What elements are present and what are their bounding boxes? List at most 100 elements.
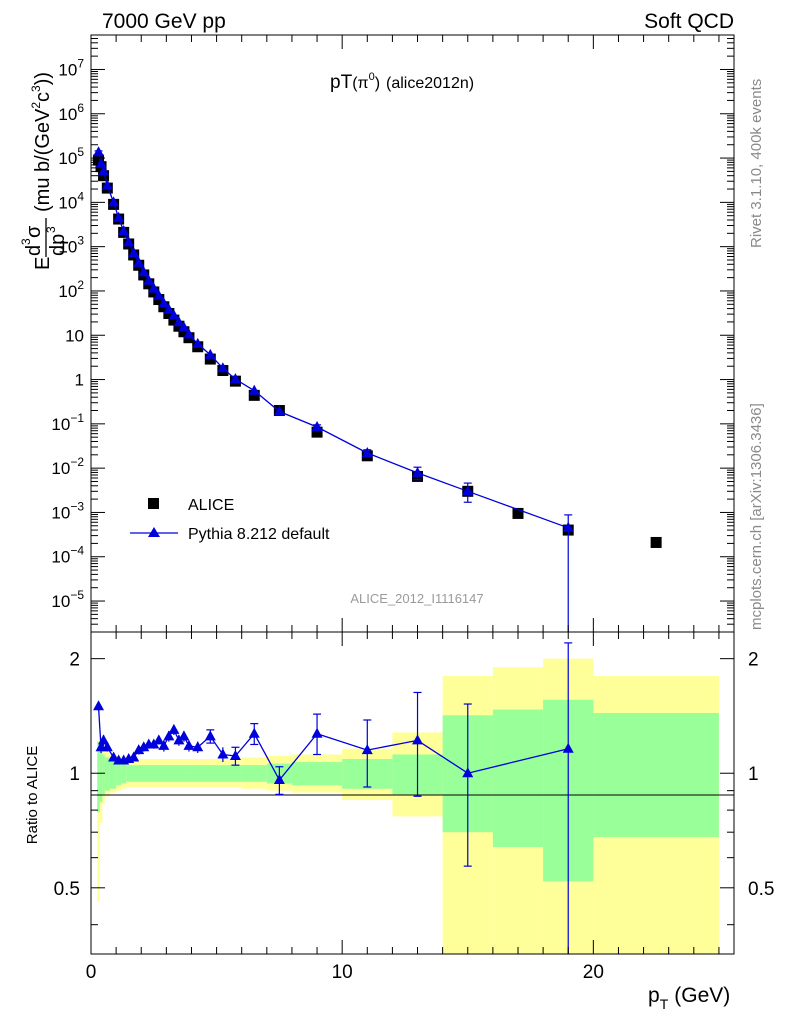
category-label: Soft QCD bbox=[644, 10, 734, 33]
band-inner bbox=[126, 765, 192, 782]
mc-point bbox=[158, 297, 170, 308]
ratio-point bbox=[178, 730, 190, 741]
ylabel-unit-close: )) bbox=[32, 72, 54, 85]
y-tick-label: 106 bbox=[58, 101, 84, 124]
mc-point bbox=[204, 348, 216, 359]
ratio-point bbox=[148, 738, 160, 749]
y-tick-label: 105 bbox=[58, 145, 84, 168]
ratio-point bbox=[101, 741, 113, 752]
ratio-data-layer bbox=[93, 642, 574, 954]
band-inner bbox=[102, 754, 105, 795]
mcplots-label: mcplots.cern.ch [arXiv:1306.3436] bbox=[748, 403, 765, 630]
y-tick-label: 10−3 bbox=[51, 499, 84, 522]
data-point bbox=[93, 154, 105, 166]
ratio-frame bbox=[90, 631, 735, 955]
y-tick-label: 102 bbox=[58, 278, 84, 301]
ratio-y-tick-label: 0.5 bbox=[54, 879, 80, 900]
band-inner bbox=[116, 762, 122, 786]
mc-point bbox=[98, 165, 110, 176]
mc-point bbox=[93, 146, 105, 157]
ratio-point bbox=[248, 727, 260, 738]
data-point bbox=[311, 426, 323, 438]
mc-point bbox=[95, 157, 107, 168]
legend-mc-marker bbox=[148, 527, 160, 537]
ratio-point bbox=[133, 744, 145, 755]
plot-title: pT(π0) (alice2012n) bbox=[330, 71, 474, 93]
ratio-y-tick-label-right: 0.5 bbox=[748, 879, 774, 900]
mc-point bbox=[273, 405, 285, 416]
band-outer bbox=[97, 740, 100, 902]
ylabel-num-sup: 3 bbox=[19, 238, 33, 245]
mc-point bbox=[217, 362, 229, 373]
main-axes: 10−5 10−4 10−3 10−2 10−1 1 10 102 103 104 105 106 10… bbox=[51, 34, 734, 633]
data-point bbox=[650, 536, 662, 548]
band-inner bbox=[492, 709, 544, 847]
ratio-point bbox=[128, 751, 140, 762]
mc-point bbox=[248, 384, 260, 395]
ratio-point bbox=[158, 739, 170, 750]
ylabel-num-d: d bbox=[23, 245, 45, 256]
mc-point bbox=[128, 246, 140, 257]
energy-label: 7000 GeV pp bbox=[102, 10, 226, 33]
ratio-point bbox=[163, 730, 175, 741]
main-data-layer bbox=[93, 146, 662, 632]
mc-point bbox=[229, 373, 241, 384]
mc-point bbox=[412, 466, 424, 477]
y-tick-label: 1 bbox=[75, 371, 84, 390]
title-sub: (π bbox=[352, 75, 368, 92]
ylabel-unit-sup3: 3 bbox=[29, 85, 43, 92]
y-tick-label: 10−2 bbox=[51, 455, 84, 478]
y-tick-label: 10−5 bbox=[51, 588, 84, 611]
ylabel-unit-open: (mu b/(GeV bbox=[32, 108, 54, 212]
x-tick-label: 0 bbox=[86, 962, 97, 983]
main-ylabel: E d 3 σ dp 3 (mu b/(GeV2c3)) bbox=[19, 72, 69, 270]
band-inner bbox=[104, 757, 110, 791]
mc-point bbox=[562, 521, 574, 532]
legend-mc-label: Pythia 8.212 default bbox=[188, 526, 330, 543]
y-tick-label: 10−1 bbox=[51, 411, 84, 434]
data-point bbox=[178, 326, 190, 338]
ylabel-unit: (mu b/(GeV2c3)) bbox=[29, 72, 54, 212]
ratio-point bbox=[361, 744, 373, 755]
main-panel: 10−5 10−4 10−3 10−2 10−1 1 10 102 103 104 105 106 10… bbox=[51, 34, 735, 633]
mc-point bbox=[361, 446, 373, 457]
ratio-point bbox=[412, 734, 424, 745]
mc-line bbox=[97, 152, 569, 529]
mc-point bbox=[143, 274, 155, 285]
rivet-label: Rivet 3.1.10, 400k events bbox=[748, 79, 765, 248]
ylabel-unit-c: c bbox=[32, 92, 54, 102]
y-tick-label: 104 bbox=[58, 189, 84, 212]
ratio-axes: 0 10 20 0.5 0.5 1 1 2 2 bbox=[54, 632, 774, 983]
legend-data-marker bbox=[148, 498, 159, 509]
band-inner bbox=[109, 758, 117, 789]
mc-point bbox=[113, 211, 125, 222]
mc-point bbox=[192, 337, 204, 348]
band-inner bbox=[191, 765, 242, 782]
mc-point bbox=[118, 225, 130, 236]
data-point bbox=[98, 170, 110, 182]
ratio-point bbox=[273, 773, 285, 784]
title-sup: 0 bbox=[369, 71, 375, 83]
ratio-point bbox=[311, 727, 323, 738]
ratio-point bbox=[229, 749, 241, 760]
ratio-y-tick-label-right: 1 bbox=[748, 764, 759, 785]
mc-point bbox=[133, 256, 145, 267]
mc-point bbox=[311, 420, 323, 431]
ratio-panel: 0 10 20 0.5 0.5 1 1 2 2 bbox=[54, 631, 774, 983]
mc-point bbox=[153, 289, 165, 300]
ratio-point bbox=[204, 730, 216, 741]
title-tag: (alice2012n) bbox=[386, 75, 474, 92]
ylabel-den-sup: 3 bbox=[44, 226, 58, 233]
data-point bbox=[248, 389, 260, 401]
ratio-bands bbox=[97, 658, 719, 954]
ratio-point bbox=[562, 742, 574, 753]
ratio-point bbox=[168, 723, 180, 734]
mc-point bbox=[178, 321, 190, 332]
xlabel-main: p bbox=[648, 984, 660, 1007]
ylabel-unit-sup2: 2 bbox=[29, 102, 43, 109]
ratio-point bbox=[98, 734, 110, 745]
mc-point bbox=[168, 309, 180, 320]
band-inner bbox=[241, 765, 267, 782]
legend: ALICE Pythia 8.212 default bbox=[130, 497, 330, 543]
mc-point bbox=[123, 236, 135, 247]
